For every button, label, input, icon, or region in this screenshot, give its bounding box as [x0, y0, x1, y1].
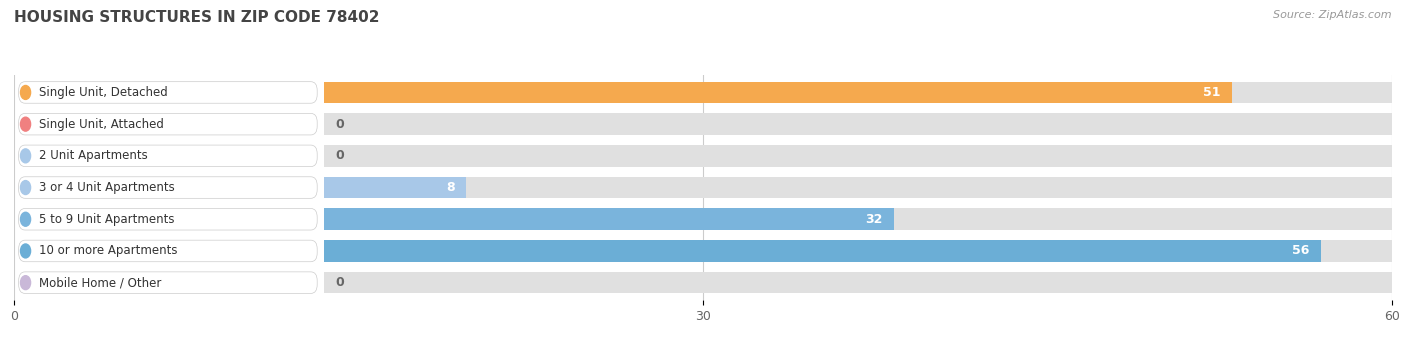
FancyBboxPatch shape	[18, 208, 318, 230]
FancyBboxPatch shape	[18, 113, 318, 135]
Bar	[325, 177, 1392, 198]
Text: 2 Unit Apartments: 2 Unit Apartments	[39, 149, 148, 162]
Text: 51: 51	[1202, 86, 1220, 99]
FancyBboxPatch shape	[18, 240, 318, 262]
Circle shape	[21, 86, 31, 100]
FancyBboxPatch shape	[18, 82, 318, 103]
Text: 3 or 4 Unit Apartments: 3 or 4 Unit Apartments	[39, 181, 176, 194]
FancyBboxPatch shape	[18, 177, 318, 198]
Text: 0: 0	[336, 118, 344, 131]
Bar	[325, 82, 1392, 103]
Text: 0: 0	[336, 149, 344, 162]
Bar	[325, 208, 894, 230]
Text: 5 to 9 Unit Apartments: 5 to 9 Unit Apartments	[39, 213, 174, 226]
Text: Single Unit, Attached: Single Unit, Attached	[39, 118, 165, 131]
Circle shape	[21, 212, 31, 226]
Bar	[325, 272, 1392, 293]
Bar	[325, 145, 1392, 167]
Bar	[0, 235, 14, 267]
Bar	[325, 208, 1392, 230]
Bar	[325, 113, 1392, 135]
Bar	[325, 240, 1392, 262]
Bar	[0, 172, 14, 203]
Bar	[325, 82, 1232, 103]
Bar	[0, 140, 14, 172]
Text: HOUSING STRUCTURES IN ZIP CODE 78402: HOUSING STRUCTURES IN ZIP CODE 78402	[14, 10, 380, 25]
Bar	[0, 203, 14, 235]
Text: 8: 8	[446, 181, 456, 194]
Bar	[0, 108, 14, 140]
Circle shape	[21, 276, 31, 290]
FancyBboxPatch shape	[18, 145, 318, 167]
Circle shape	[21, 117, 31, 131]
Bar	[325, 177, 467, 198]
Text: 10 or more Apartments: 10 or more Apartments	[39, 244, 177, 257]
Text: 32: 32	[865, 213, 882, 226]
Circle shape	[21, 244, 31, 258]
Bar	[0, 77, 14, 108]
Bar	[0, 267, 14, 298]
Text: 0: 0	[336, 276, 344, 289]
FancyBboxPatch shape	[18, 272, 318, 293]
Circle shape	[21, 181, 31, 194]
Text: 56: 56	[1292, 244, 1309, 257]
Text: Source: ZipAtlas.com: Source: ZipAtlas.com	[1274, 10, 1392, 20]
Text: Single Unit, Detached: Single Unit, Detached	[39, 86, 169, 99]
Bar	[325, 240, 1320, 262]
Text: Mobile Home / Other: Mobile Home / Other	[39, 276, 162, 289]
Circle shape	[21, 149, 31, 163]
